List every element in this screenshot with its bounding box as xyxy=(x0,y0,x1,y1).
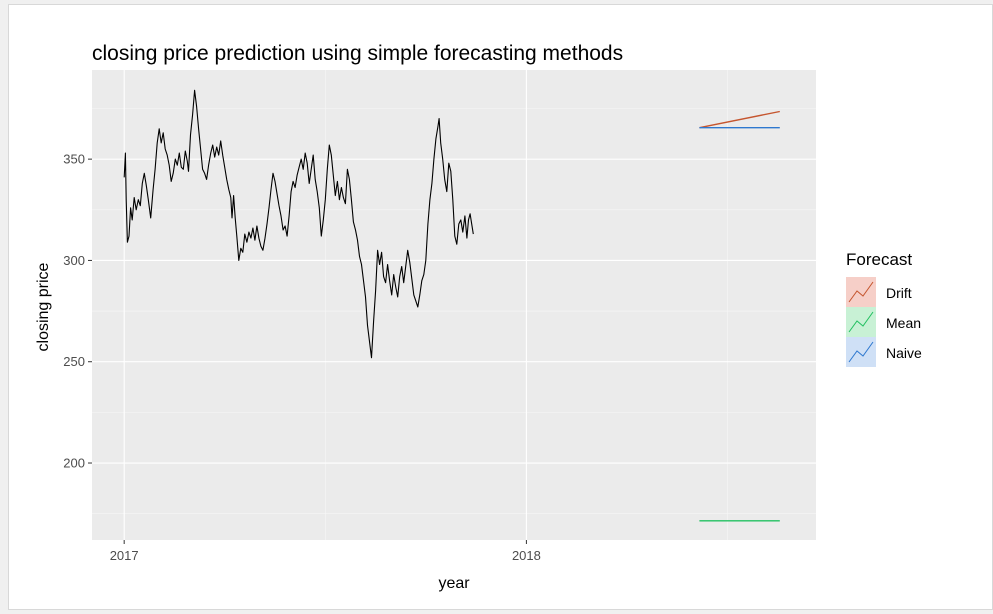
legend-label: Naive xyxy=(886,345,922,361)
legend-key-line xyxy=(848,311,874,333)
y-tick-label: 200 xyxy=(63,456,85,471)
chart-title: closing price prediction using simple fo… xyxy=(92,42,623,65)
history-line xyxy=(123,89,474,359)
x-axis-title: year xyxy=(438,575,470,592)
forecast-line-drift xyxy=(699,110,780,129)
legend-title: Forecast xyxy=(846,250,912,269)
y-tick-label: 350 xyxy=(63,152,85,167)
plot-panel xyxy=(92,70,816,540)
legend-label: Drift xyxy=(886,285,912,301)
legend-key xyxy=(846,277,876,307)
gridlines xyxy=(92,70,816,540)
x-tick-label: 2017 xyxy=(110,548,139,563)
y-axis-title: closing price xyxy=(35,262,52,351)
x-axis: 2017 2018 xyxy=(110,540,541,563)
legend-item-naive: Naive xyxy=(846,337,922,367)
legend: Forecast Drift Mean Naive xyxy=(846,250,922,367)
legend-item-mean: Mean xyxy=(846,307,921,337)
legend-item-drift: Drift xyxy=(846,277,912,307)
legend-key xyxy=(846,337,876,367)
y-tick-label: 300 xyxy=(63,253,85,268)
legend-key-line xyxy=(848,341,874,363)
legend-key xyxy=(846,307,876,337)
x-tick-label: 2018 xyxy=(512,548,541,563)
y-axis: 200 250 300 350 xyxy=(63,152,92,471)
forecast-series xyxy=(699,110,780,522)
y-tick-label: 250 xyxy=(63,354,85,369)
legend-key-line xyxy=(848,281,874,303)
legend-label: Mean xyxy=(886,315,921,331)
history-series xyxy=(123,89,474,359)
